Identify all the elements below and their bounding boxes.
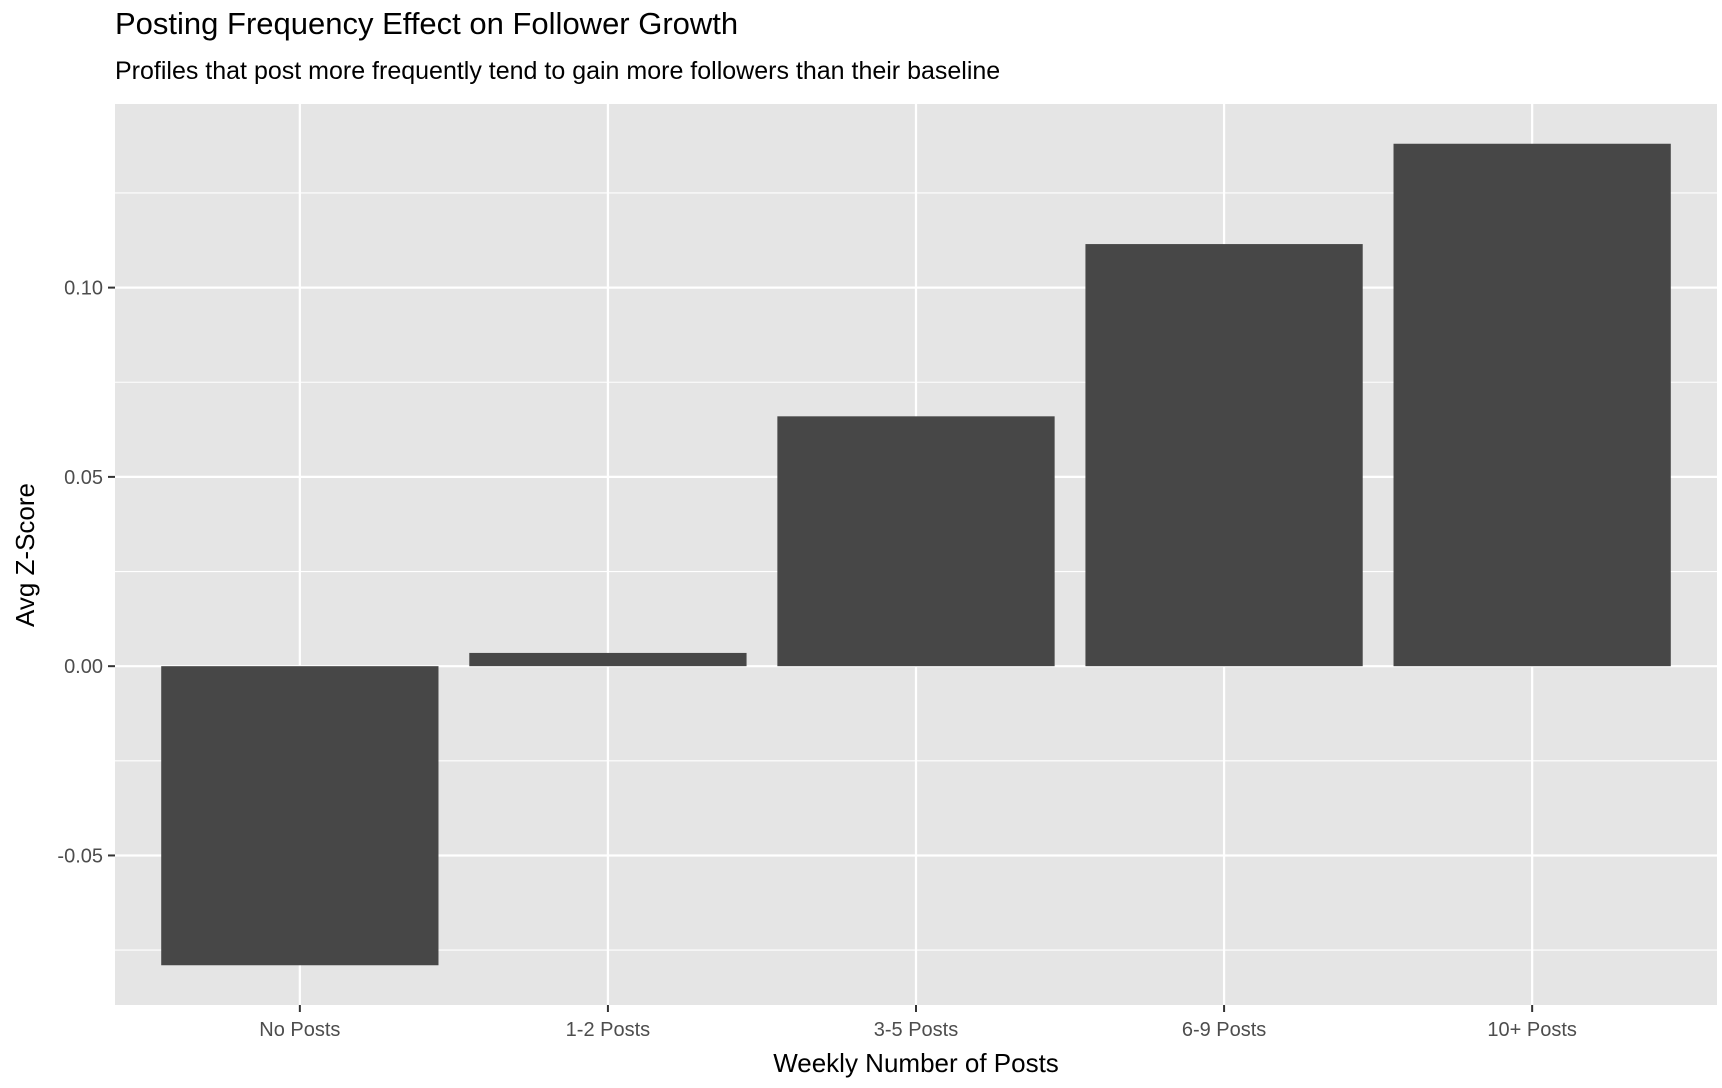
x-tick-label: 10+ Posts (1487, 1019, 1577, 1041)
x-tick-label: 6-9 Posts (1182, 1019, 1266, 1041)
y-tick-label: 0.05 (64, 467, 103, 489)
bar-no-posts (161, 666, 439, 966)
bar-3-5-posts (777, 416, 1055, 667)
chart-subtitle: Profiles that post more frequently tend … (115, 57, 1001, 85)
bar-6-9-posts (1085, 244, 1363, 667)
y-tick-label: 0.00 (64, 656, 103, 678)
axes: -0.05 0.00 0.05 0.10 No Posts 1-2 Posts 3-5 Po… (57, 278, 1577, 1041)
x-tick-label: 1-2 Posts (566, 1019, 650, 1041)
bars (161, 143, 1671, 966)
y-tick-label: 0.10 (64, 278, 103, 300)
y-tick-label: -0.05 (57, 845, 103, 867)
y-axis-title: Avg Z-Score (10, 483, 40, 627)
bar-10-posts (1393, 143, 1671, 667)
x-tick-label: 3-5 Posts (874, 1019, 958, 1041)
x-tick-label: No Posts (259, 1019, 340, 1041)
x-axis-title: Weekly Number of Posts (773, 1048, 1059, 1078)
chart-title: Posting Frequency Effect on Follower Gro… (115, 6, 739, 41)
bar-1-2-posts (469, 652, 747, 667)
